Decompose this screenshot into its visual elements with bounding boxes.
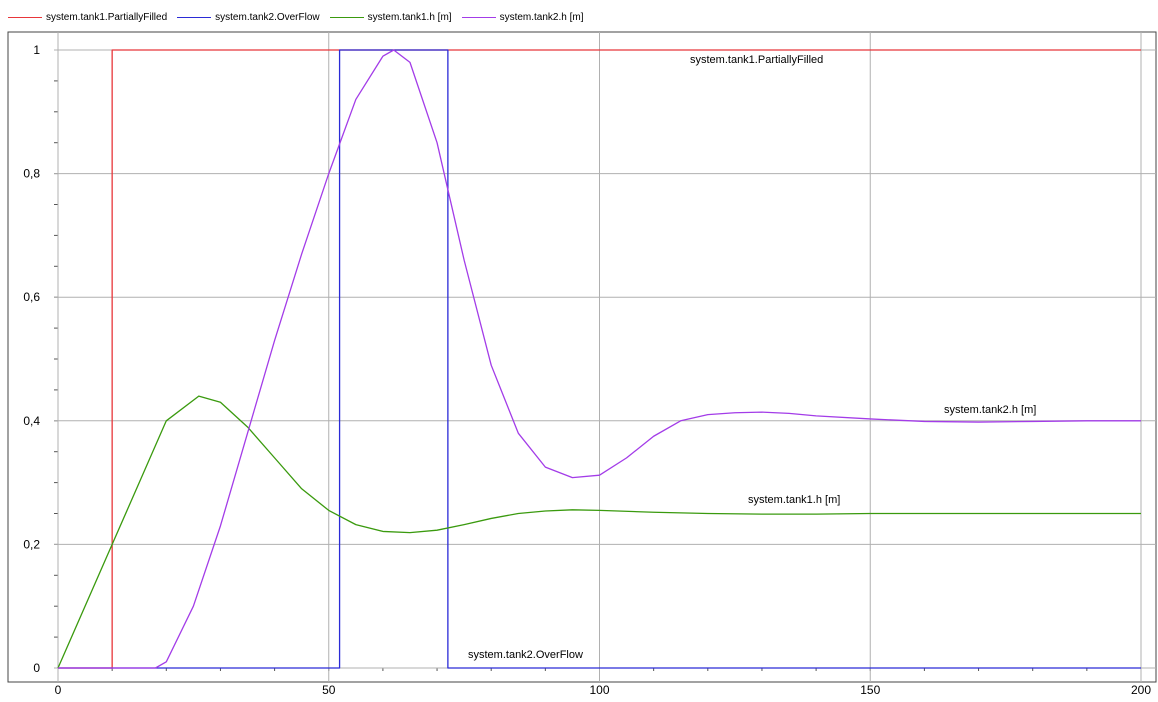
legend-swatch-red	[8, 16, 42, 18]
legend-label: system.tank1.h [m]	[367, 11, 452, 23]
legend-label: system.tank2.h [m]	[499, 11, 584, 23]
series-line-2	[57, 395, 1141, 669]
legend-label: system.tank2.OverFlow	[215, 11, 320, 23]
series-annotation: system.tank2.h [m]	[944, 404, 1036, 416]
x-tick-label: 200	[1131, 683, 1151, 697]
legend-item-tank2-h[interactable]: system.tank2.h [m]	[461, 11, 584, 23]
legend-item-tank1-partially-filled[interactable]: system.tank1.PartiallyFilled	[8, 12, 167, 23]
y-tick-label: 0	[33, 661, 40, 675]
x-tick-label: 0	[55, 683, 62, 697]
y-tick-label: 0,8	[23, 167, 40, 181]
legend-item-tank1-h[interactable]: system.tank1.h [m]	[329, 11, 452, 23]
series-annotation: system.tank2.OverFlow	[468, 649, 583, 661]
y-tick-label: 0,4	[23, 414, 40, 428]
legend-item-tank2-overflow[interactable]: system.tank2.OverFlow	[177, 11, 320, 23]
legend-swatch-green	[329, 16, 364, 18]
legend-swatch-purple	[461, 16, 496, 18]
plot-frame	[7, 31, 1157, 683]
series-line-3	[58, 49, 1141, 669]
legend: system.tank1.PartiallyFilled system.tank…	[8, 6, 593, 28]
x-tick-label: 150	[860, 683, 880, 697]
legend-swatch-blue	[177, 16, 212, 18]
series-annotation: system.tank1.h [m]	[748, 494, 840, 506]
y-tick-label: 0,6	[23, 290, 40, 304]
x-tick-label: 50	[322, 683, 336, 697]
series-annotation: system.tank1.PartiallyFilled	[690, 54, 823, 66]
legend-label: system.tank1.PartiallyFilled	[46, 11, 168, 23]
y-tick-label: 0,2	[23, 537, 40, 551]
x-tick-label: 100	[589, 683, 609, 697]
y-tick-label: 1	[33, 43, 40, 57]
